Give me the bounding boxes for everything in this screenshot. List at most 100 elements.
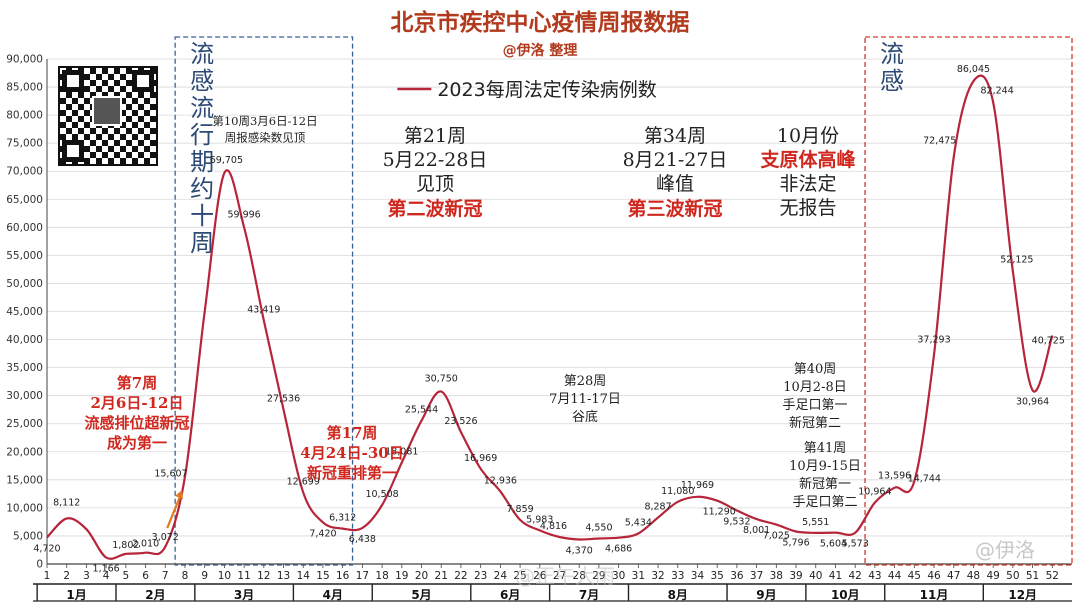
y-tick-label: 35,000 [6, 362, 43, 374]
data-label: 5,551 [802, 517, 829, 528]
y-tick-label: 50,000 [6, 278, 43, 290]
data-label: 37,293 [917, 335, 950, 346]
data-label: 23,526 [444, 416, 477, 427]
x-tick-label: 35 [711, 570, 724, 582]
annotation-text: 峰值 [656, 173, 694, 195]
annotation-text: 10月9-15日 [789, 459, 861, 474]
y-tick-label: 5,000 [13, 530, 43, 542]
y-tick-label: 55,000 [6, 250, 43, 262]
annotation-text: 新冠第一 [799, 476, 851, 492]
x-tick-label: 47 [947, 570, 960, 582]
annotation-text: 5月22-28日 [383, 149, 488, 171]
x-tick-label: 13 [277, 570, 290, 582]
annotation-text: 4月24日-30日 [300, 444, 403, 462]
annotation-text: 成为第一 [107, 434, 167, 452]
watermark-text: @伊洛 [975, 538, 1035, 562]
x-tick-label: 19 [395, 570, 408, 582]
x-tick-label: 32 [651, 570, 664, 582]
month-label: 2月 [145, 588, 165, 602]
x-tick-label: 51 [1026, 570, 1039, 582]
month-label: 11月 [920, 588, 949, 602]
x-tick-label: 31 [632, 570, 645, 582]
x-tick-label: 2 [63, 570, 70, 582]
annotation-text: 见顶 [416, 173, 454, 195]
chart-subtitle: @伊洛 整理 [503, 42, 578, 59]
data-label: 43,419 [247, 304, 280, 315]
flu-box-label-char: 流 [190, 94, 214, 122]
x-tick-label: 43 [868, 570, 881, 582]
x-tick-label: 45 [908, 570, 921, 582]
x-tick-label: 8 [182, 570, 189, 582]
data-label: 10,964 [858, 486, 891, 497]
data-label: 59,996 [227, 209, 260, 220]
data-label: 27,536 [267, 393, 300, 404]
avatar [92, 96, 122, 126]
annotation-text: 手足口第一 [782, 398, 847, 413]
data-label: 12,936 [484, 475, 517, 486]
data-label: 16,969 [464, 453, 497, 464]
data-label: 1,166 [93, 563, 120, 574]
annotation-text: 手足口第二 [792, 495, 857, 510]
flu-box-label-char-2: 感 [880, 67, 904, 95]
x-tick-label: 33 [671, 570, 684, 582]
x-tick-label: 6 [142, 570, 149, 582]
data-label: 8,112 [53, 497, 80, 508]
annotation-text: 新冠第二 [789, 415, 841, 431]
x-tick-label: 12 [257, 570, 270, 582]
y-tick-label: 75,000 [6, 138, 43, 150]
x-tick-label: 23 [474, 570, 487, 582]
data-label: 4,550 [585, 522, 612, 533]
data-label: 25,544 [405, 405, 438, 416]
month-label: 3月 [234, 588, 254, 602]
annotation-text: 无报告 [779, 197, 836, 219]
x-tick-label: 42 [848, 570, 861, 582]
data-label: 10,508 [365, 489, 398, 500]
x-tick-label: 1 [44, 570, 51, 582]
chart-title: 北京市疾控中心疫情周报数据 [391, 9, 690, 36]
annotation-text: 新冠重排第一 [307, 464, 397, 482]
flu-box-label-char: 流 [190, 40, 214, 68]
annotation-text: 第二波新冠 [387, 197, 482, 220]
y-tick-label: 60,000 [6, 222, 43, 234]
annotation-text: 第28周 [564, 374, 607, 389]
month-label: 7月 [579, 588, 599, 602]
data-label: 5,573 [842, 539, 869, 550]
data-label: 8,287 [644, 502, 671, 513]
data-label: 13,596 [878, 471, 911, 482]
annotation-text: 第34周 [644, 125, 706, 147]
y-tick-label: 30,000 [6, 390, 43, 402]
month-label: 12月 [1008, 588, 1037, 602]
y-tick-label: 45,000 [6, 306, 43, 318]
x-tick-label: 24 [494, 570, 508, 582]
data-label: 6,312 [329, 513, 356, 524]
x-tick-label: 36 [730, 570, 744, 582]
x-tick-label: 50 [1006, 570, 1019, 582]
data-label: 72,475 [923, 135, 956, 146]
data-label: 11,969 [681, 480, 714, 491]
y-tick-label: 85,000 [6, 82, 43, 94]
month-label: 8月 [668, 588, 688, 602]
data-label: 5,796 [782, 537, 809, 548]
x-tick-label: 52 [1046, 570, 1059, 582]
x-tick-label: 48 [967, 570, 980, 582]
annotation-text: 10月2-8日 [783, 380, 846, 395]
x-tick-label: 10 [218, 570, 231, 582]
month-label: 9月 [756, 588, 776, 602]
data-label: 5,434 [625, 518, 652, 529]
data-label: 15,607 [154, 468, 187, 479]
data-label: 4,686 [605, 544, 632, 555]
data-label: 69,705 [210, 155, 243, 166]
x-tick-label: 7 [162, 570, 169, 582]
annotation-text: 第21周 [404, 125, 466, 147]
y-tick-label: 90,000 [6, 54, 43, 66]
x-tick-label: 37 [750, 570, 763, 582]
watermark-bottom: @正午大雨 [515, 564, 615, 588]
annotation-text: 第17周 [327, 424, 378, 442]
x-tick-label: 9 [201, 570, 208, 582]
x-tick-label: 11 [237, 570, 250, 582]
x-tick-label: 5 [123, 570, 130, 582]
y-tick-label: 80,000 [6, 110, 43, 122]
annotation-text: 第40周 [794, 362, 837, 377]
data-label: 4,816 [540, 521, 567, 532]
x-tick-label: 17 [356, 570, 369, 582]
